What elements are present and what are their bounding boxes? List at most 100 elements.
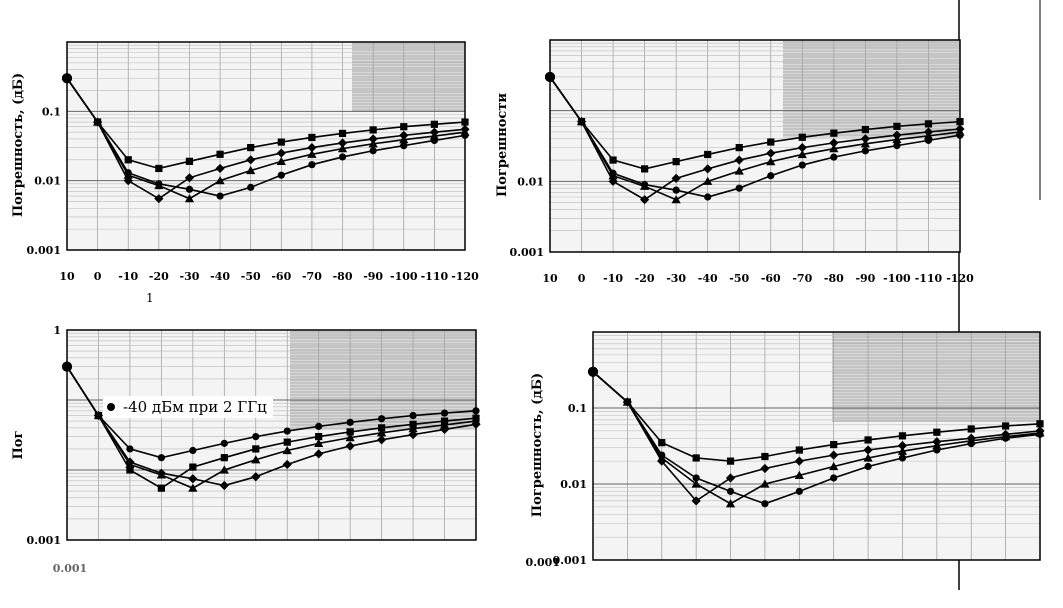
data-point [860,139,870,148]
data-point [658,439,666,447]
data-point [691,496,701,506]
data-point [623,398,631,406]
data-point [893,142,901,150]
data-point [156,468,166,478]
series-line [66,77,466,197]
data-point [545,71,555,82]
x-tick-label: 10 [542,272,558,285]
data-point [399,135,409,144]
data-point [184,194,195,203]
data-point [760,463,770,474]
data-point [185,157,194,165]
series-line [592,371,1041,462]
data-point [933,428,941,436]
data-point [861,147,869,155]
data-point [219,480,229,491]
data-point [703,164,713,174]
x-tick-label: -70 [302,270,322,283]
data-point [692,474,700,482]
data-point [219,465,229,474]
data-point [641,180,649,189]
data-point [735,184,743,192]
x-tick-label: -60 [761,272,781,285]
data-point [658,451,666,459]
data-point [864,462,872,471]
data-point [861,125,869,134]
y-axis-label: Пог [11,431,26,460]
data-point [471,419,481,429]
data-point [246,165,256,175]
series-line [66,77,466,200]
series-line [549,76,961,170]
data-point [1036,430,1044,438]
chart-panel-top-right: Погрешности 0.01 0.001 10 0 -10 -20 -30 -40 -50 -6… [495,39,974,285]
data-point [761,452,769,461]
series-line [66,366,477,487]
series-line [549,76,961,198]
data-point [215,176,225,185]
series-line [66,77,466,170]
data-point [216,192,224,200]
plot-frame [592,331,1041,561]
series-line [66,366,477,459]
data-point [734,166,744,175]
data-point [766,157,776,166]
data-point [188,474,198,484]
data-point [93,410,104,421]
y-tick-label: 1 [53,324,61,337]
data-point [766,148,776,158]
x-tick-label: -10 [118,270,138,283]
data-point [956,131,964,139]
data-point [247,183,255,191]
data-point [155,180,163,188]
data-point [671,195,681,204]
data-point [797,149,807,159]
data-point [429,131,439,140]
data-point [368,139,378,148]
series-line [592,371,1041,505]
data-point [933,446,941,454]
data-point [829,144,839,153]
data-point [247,143,255,152]
annotation-text: -40 дБм при 2 ГГц [123,398,267,416]
data-point [830,440,838,449]
data-point [461,131,469,139]
data-point [829,461,839,471]
series-line [66,366,477,490]
data-point [346,428,354,436]
data-point [220,439,228,447]
data-point [577,118,586,126]
data-point [725,473,736,483]
data-point [378,424,386,432]
data-point [860,134,870,144]
data-point [830,474,838,482]
data-point [378,415,386,423]
data-point [430,136,438,145]
data-point [282,459,292,470]
data-point [863,445,873,455]
data-point [967,425,975,433]
data-point [725,499,736,508]
data-point [307,149,317,158]
data-point [767,172,775,180]
data-point [767,138,775,146]
data-point [157,454,165,462]
data-point [185,185,194,193]
data-point [252,433,260,441]
x-tick-label: -90 [855,272,875,285]
y-tick-label: 0.001 [27,534,61,547]
data-point [125,457,135,467]
x-tick-label: -50 [729,272,749,285]
data-point [609,169,617,177]
cut-axis-fragment: 0.001 [526,556,560,569]
data-point [126,445,134,453]
data-point [276,156,286,165]
data-point [761,500,769,508]
data-point [215,163,225,174]
data-point [726,457,735,465]
x-tick-label: -20 [149,270,169,283]
data-point [703,176,713,185]
data-point [277,138,285,146]
data-point [795,446,803,454]
data-point [967,440,975,448]
